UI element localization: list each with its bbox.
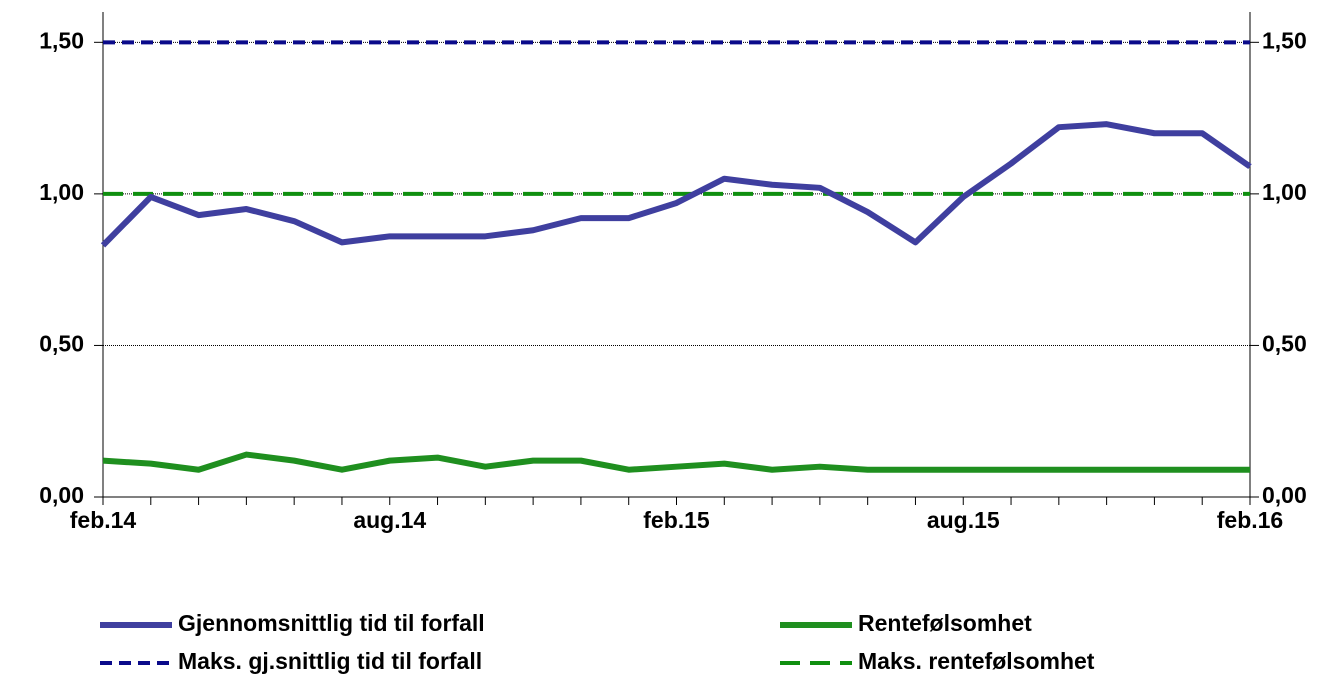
x-tick-label: feb.15 [643,507,710,533]
y2-tick-label: 0,50 [1262,331,1307,357]
legend-label: Maks. gj.snittlig tid til forfall [178,648,482,674]
y-tick-label: 1,00 [39,179,84,205]
legend-label: Rentefølsomhet [858,610,1032,636]
x-tick-label: aug.14 [353,507,426,533]
y-tick-label: 0,50 [39,331,84,357]
y-tick-label: 0,00 [39,482,84,508]
x-tick-label: feb.16 [1217,507,1283,533]
y2-tick-label: 0,00 [1262,482,1307,508]
series-line [100,121,1252,248]
y2-tick-label: 1,50 [1262,27,1307,53]
y-tick-label: 1,50 [39,27,84,53]
series-line [102,451,1250,473]
x-tick-label: feb.14 [70,507,137,533]
legend-label: Maks. rentefølsomhet [858,648,1095,674]
y2-tick-label: 1,00 [1262,179,1307,205]
legend-label: Gjennomsnittlig tid til forfall [178,610,485,636]
x-tick-label: aug.15 [927,507,1000,533]
